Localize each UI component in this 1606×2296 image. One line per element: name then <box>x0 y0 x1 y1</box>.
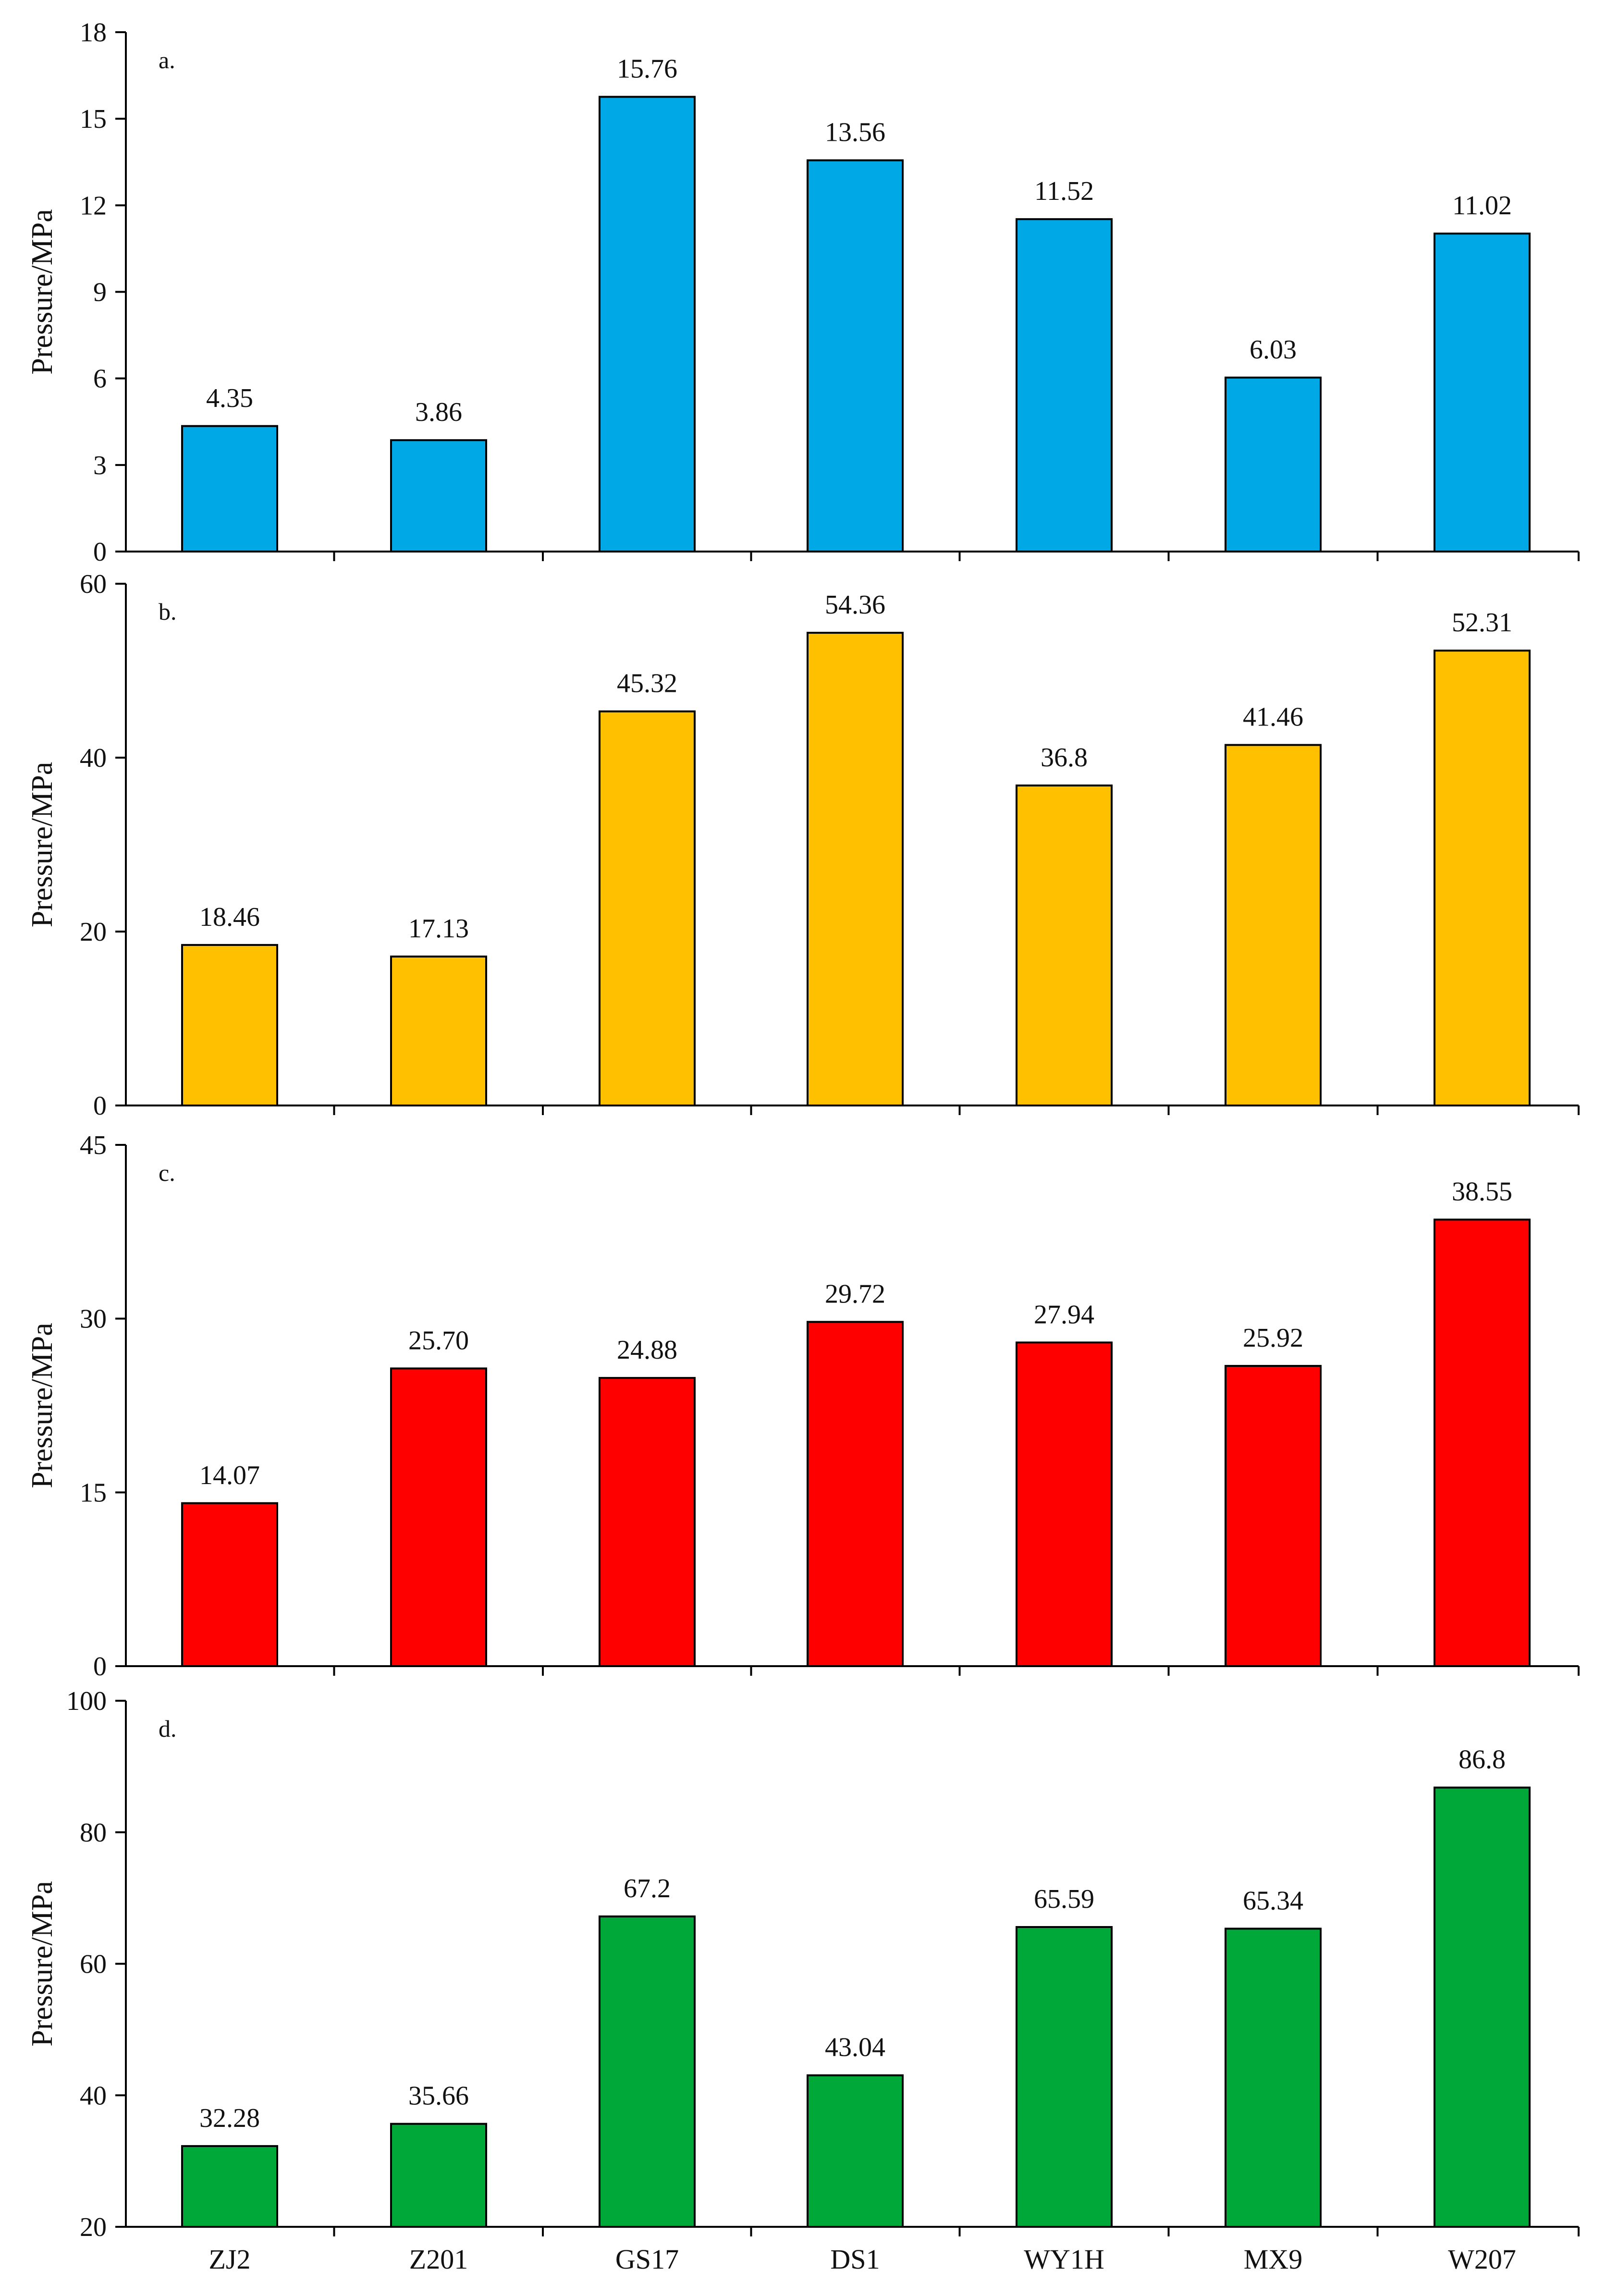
value-label: 54.36 <box>825 590 885 620</box>
value-label: 6.03 <box>1250 335 1297 365</box>
y-tick-label: 80 <box>80 1818 107 1848</box>
value-label: 67.2 <box>624 1874 671 1903</box>
y-tick-label: 20 <box>80 2212 107 2242</box>
value-label: 25.70 <box>408 1326 469 1355</box>
y-tick-label: 60 <box>80 1950 107 1979</box>
bar-MX9 <box>1225 744 1322 1106</box>
bar-DS1 <box>807 159 904 553</box>
y-tick-label: 6 <box>93 364 107 394</box>
x-category-label: WY1H <box>1024 2244 1104 2275</box>
y-tick-label: 45 <box>80 1130 107 1160</box>
panel-a: 0 3 6 9 12 15 18 Pressure/MPa a. 4.35 3.86 15.76 13.… <box>26 18 1580 567</box>
y-axis-label: Pressure/MPa <box>26 1323 59 1488</box>
value-label: 65.59 <box>1034 1884 1094 1914</box>
y-tick-label: 0 <box>93 537 107 567</box>
bar-MX9 <box>1225 1365 1322 1668</box>
value-label: 15.76 <box>617 54 677 84</box>
panel-d: 20 40 60 80 100 Pressure/MPa d. 32.28 35.66 67.2 4… <box>26 1686 1580 2242</box>
bar-WY1H <box>1016 1341 1113 1667</box>
y-tick-label: 40 <box>80 743 107 773</box>
bar-ZJ2 <box>181 1502 278 1667</box>
x-category-label: MX9 <box>1244 2244 1302 2275</box>
bar-DS1 <box>807 1321 904 1667</box>
x-category-label: GS17 <box>615 2244 679 2275</box>
bar-DS1 <box>807 632 904 1106</box>
value-label: 3.86 <box>415 397 462 427</box>
value-label: 43.04 <box>825 2033 885 2063</box>
value-label: 38.55 <box>1452 1177 1512 1207</box>
bar-Z201 <box>390 1367 487 1668</box>
chart-panels: 0 3 6 9 12 15 18 Pressure/MPa a. 4.35 3.86 15.76 13.… <box>26 18 1580 2242</box>
value-label: 32.28 <box>199 2103 260 2133</box>
y-tick-label: 18 <box>80 18 107 48</box>
value-label: 14.07 <box>199 1461 260 1490</box>
bar-ZJ2 <box>181 425 278 553</box>
value-label: 13.56 <box>825 118 885 147</box>
bar-Z201 <box>390 2123 487 2228</box>
value-label: 4.35 <box>206 383 253 413</box>
y-tick-label: 20 <box>80 917 107 947</box>
value-label: 11.02 <box>1452 191 1512 221</box>
bar-MX9 <box>1225 376 1322 553</box>
x-category-label: DS1 <box>830 2244 880 2275</box>
panel-letter: d. <box>159 1715 177 1742</box>
panel-c: 0 15 30 45 Pressure/MPa c. 14.07 25.70 24.88 29.7… <box>26 1130 1580 1682</box>
y-tick-label: 0 <box>93 1652 107 1682</box>
y-tick-label: 15 <box>80 104 107 134</box>
y-tick-label: 0 <box>93 1091 107 1121</box>
y-tick-label: 60 <box>80 569 107 599</box>
bar-Z201 <box>390 955 487 1107</box>
panel-b: 0 20 40 60 Pressure/MPa b. 18.46 17.13 45.32 54.3… <box>26 569 1580 1121</box>
value-label: 17.13 <box>408 914 469 944</box>
value-label: 41.46 <box>1243 702 1303 732</box>
panel-letter: b. <box>159 598 177 625</box>
value-label: 36.8 <box>1041 743 1088 773</box>
bar-MX9 <box>1225 1928 1322 2228</box>
y-tick-label: 100 <box>66 1686 107 1716</box>
panel-letter: c. <box>159 1159 175 1186</box>
bar-DS1 <box>807 2074 904 2228</box>
value-label: 25.92 <box>1243 1323 1303 1353</box>
value-label: 29.72 <box>825 1279 885 1309</box>
bar-Z201 <box>390 439 487 553</box>
y-tick-label: 3 <box>93 451 107 480</box>
bar-ZJ2 <box>181 2145 278 2228</box>
value-label: 18.46 <box>199 902 260 932</box>
y-axis-label: Pressure/MPa <box>26 762 59 927</box>
value-label: 52.31 <box>1452 608 1512 638</box>
bar-W207 <box>1434 650 1531 1106</box>
value-label: 35.66 <box>408 2081 469 2111</box>
bar-W207 <box>1434 1218 1531 1667</box>
bar-GS17 <box>599 710 696 1106</box>
panel-letter: a. <box>159 47 175 74</box>
y-tick-label: 40 <box>80 2081 107 2111</box>
x-axis-category-labels: ZJ2 Z201 GS17 DS1 WY1H MX9 W207 <box>209 2244 1516 2275</box>
y-axis-label: Pressure/MPa <box>26 209 59 374</box>
bar-W207 <box>1434 1786 1531 2228</box>
x-category-label: ZJ2 <box>209 2244 251 2275</box>
value-label: 65.34 <box>1243 1886 1303 1915</box>
bar-GS17 <box>599 96 696 553</box>
value-label: 27.94 <box>1034 1300 1094 1329</box>
y-axis-label: Pressure/MPa <box>26 1881 59 2046</box>
y-tick-label: 30 <box>80 1304 107 1334</box>
y-tick-label: 9 <box>93 278 107 307</box>
bar-GS17 <box>599 1377 696 1667</box>
value-label: 24.88 <box>617 1335 677 1365</box>
x-category-label: Z201 <box>409 2244 468 2275</box>
bar-ZJ2 <box>181 944 278 1107</box>
value-label: 86.8 <box>1459 1745 1506 1775</box>
value-label: 11.52 <box>1034 176 1094 206</box>
y-tick-label: 12 <box>80 191 107 221</box>
bar-WY1H <box>1016 784 1113 1107</box>
bar-WY1H <box>1016 218 1113 553</box>
bar-GS17 <box>599 1915 696 2228</box>
x-category-label: W207 <box>1448 2244 1516 2275</box>
bar-W207 <box>1434 233 1531 553</box>
y-tick-label: 15 <box>80 1478 107 1508</box>
value-label: 45.32 <box>617 669 677 699</box>
bar-WY1H <box>1016 1926 1113 2228</box>
